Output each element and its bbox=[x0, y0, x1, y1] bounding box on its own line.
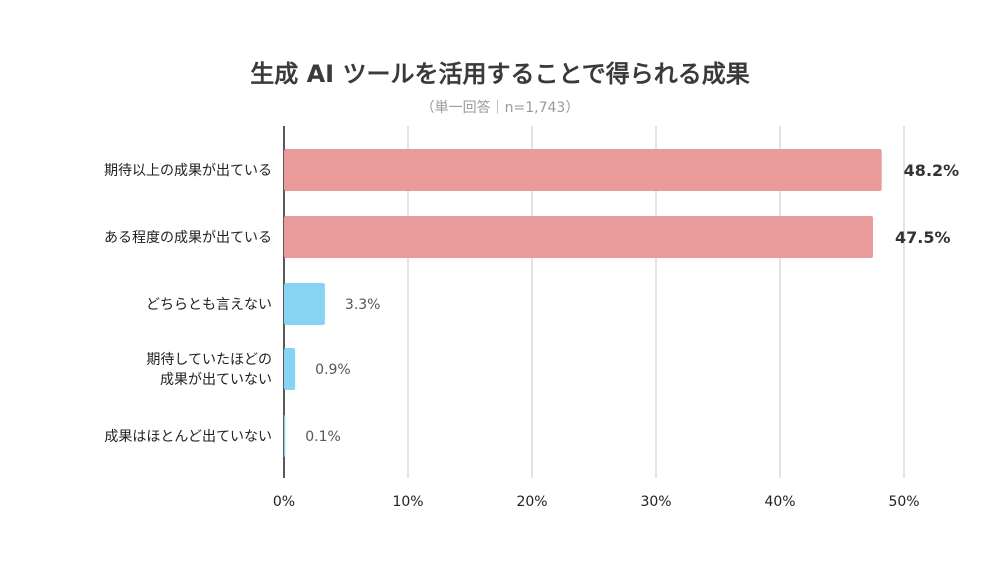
category-label: ある程度の成果が出ている bbox=[104, 230, 272, 246]
x-tick-label: 50% bbox=[888, 494, 919, 510]
x-tick-label: 40% bbox=[764, 494, 795, 510]
x-tick-label: 30% bbox=[640, 494, 671, 510]
chart-subtitle: （単一回答｜n=1,743） bbox=[421, 99, 580, 116]
chart-title: 生成 AI ツールを活用することで得られる成果 bbox=[250, 60, 750, 88]
bar bbox=[284, 283, 325, 325]
value-label: 47.5% bbox=[895, 228, 951, 247]
category-label: 成果が出ていない bbox=[160, 372, 272, 388]
value-label: 0.1% bbox=[305, 429, 341, 445]
x-tick-label: 20% bbox=[516, 494, 547, 510]
bar bbox=[284, 348, 296, 390]
bar bbox=[284, 216, 873, 258]
category-label: 成果はほとんど出ていない bbox=[104, 429, 272, 445]
value-label: 0.9% bbox=[315, 362, 351, 378]
x-tick-label: 0% bbox=[273, 494, 295, 510]
category-label: 期待以上の成果が出ている bbox=[104, 163, 272, 179]
value-label: 3.3% bbox=[345, 297, 381, 313]
category-label: 期待していたほどの bbox=[146, 352, 272, 368]
bar bbox=[284, 149, 882, 191]
bar bbox=[284, 415, 286, 457]
x-tick-label: 10% bbox=[392, 494, 423, 510]
labels: 0% 10% 20% 30% 40% 50% 期待以上の成果が出ている 48.2% ある程度の成… bbox=[104, 161, 959, 510]
bars bbox=[284, 149, 882, 457]
category-label: どちらとも言えない bbox=[146, 297, 272, 313]
value-label: 48.2% bbox=[904, 161, 960, 180]
